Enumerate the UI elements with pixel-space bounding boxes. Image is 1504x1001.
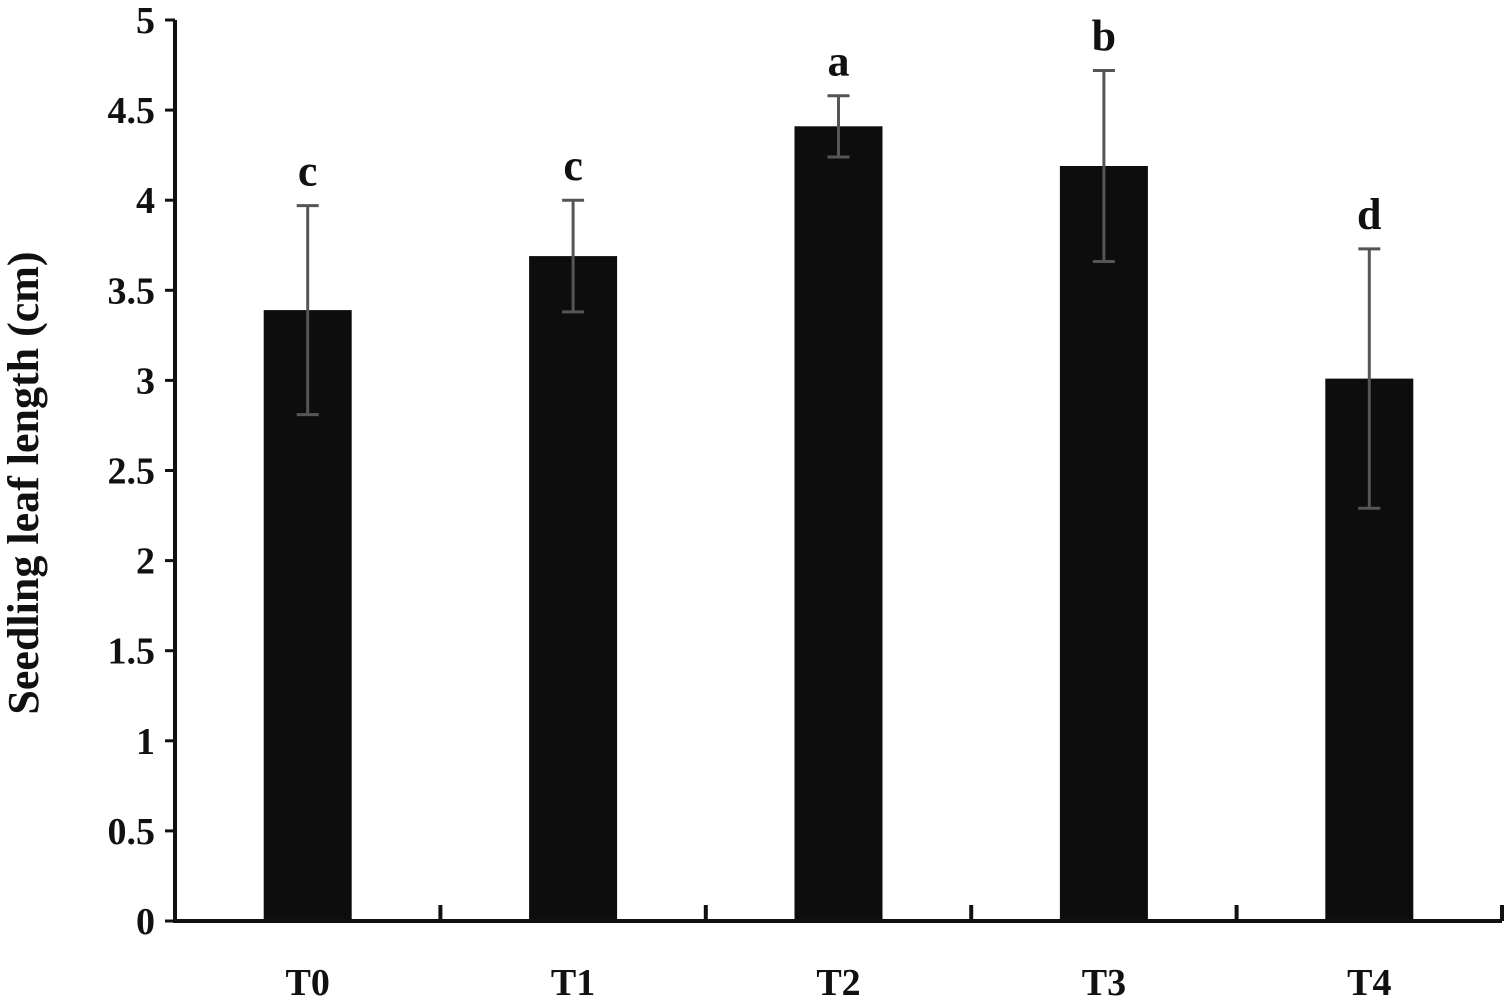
significance-label-t4: d bbox=[1357, 190, 1381, 239]
significance-label-t1: c bbox=[563, 141, 583, 190]
error-bars-layer bbox=[296, 69, 1381, 510]
error-bar-t0 bbox=[296, 204, 319, 417]
error-bar-t4 bbox=[1358, 247, 1381, 510]
significance-label-t2: a bbox=[828, 37, 850, 86]
x-tick-label-t0: T0 bbox=[286, 962, 330, 1001]
error-bar-t3 bbox=[1092, 69, 1115, 263]
bar-t1 bbox=[529, 256, 618, 922]
y-tick-label: 5 bbox=[136, 0, 155, 42]
y-tick-label: 3.5 bbox=[108, 270, 156, 312]
bar-t3 bbox=[1059, 166, 1148, 921]
y-tick-label: 2 bbox=[136, 541, 155, 583]
error-bar-t1 bbox=[562, 198, 585, 314]
axes-layer bbox=[165, 18, 1504, 923]
y-tick-label: 3 bbox=[136, 360, 155, 402]
bars-layer bbox=[263, 126, 1414, 922]
y-tick-label: 2.5 bbox=[108, 451, 156, 493]
x-tick-label-t3: T3 bbox=[1082, 962, 1126, 1001]
y-axis-title: Seedling leaf length (cm) bbox=[0, 251, 48, 714]
significance-label-t0: c bbox=[298, 147, 318, 196]
significance-label-t3: b bbox=[1092, 12, 1116, 61]
x-tick-label-t1: T1 bbox=[551, 962, 595, 1001]
x-tick-label-t2: T2 bbox=[816, 962, 860, 1001]
labels-layer: 0 0.5 1 1.5 2 2.5 3 3.5 4 4.5 5 T0 T1 T2 T3 T4 c c a b d bbox=[108, 0, 1392, 1001]
y-tick-label: 0 bbox=[136, 901, 155, 943]
x-tick-label-t4: T4 bbox=[1347, 962, 1391, 1001]
y-tick-label: 4.5 bbox=[108, 90, 156, 132]
y-tick-label: 1 bbox=[136, 721, 155, 763]
y-tick-label: 4 bbox=[136, 180, 155, 222]
y-tick-label: 1.5 bbox=[108, 631, 156, 673]
bar-t2 bbox=[794, 126, 883, 922]
error-bar-t2 bbox=[827, 94, 850, 159]
y-tick-label: 0.5 bbox=[108, 811, 156, 853]
